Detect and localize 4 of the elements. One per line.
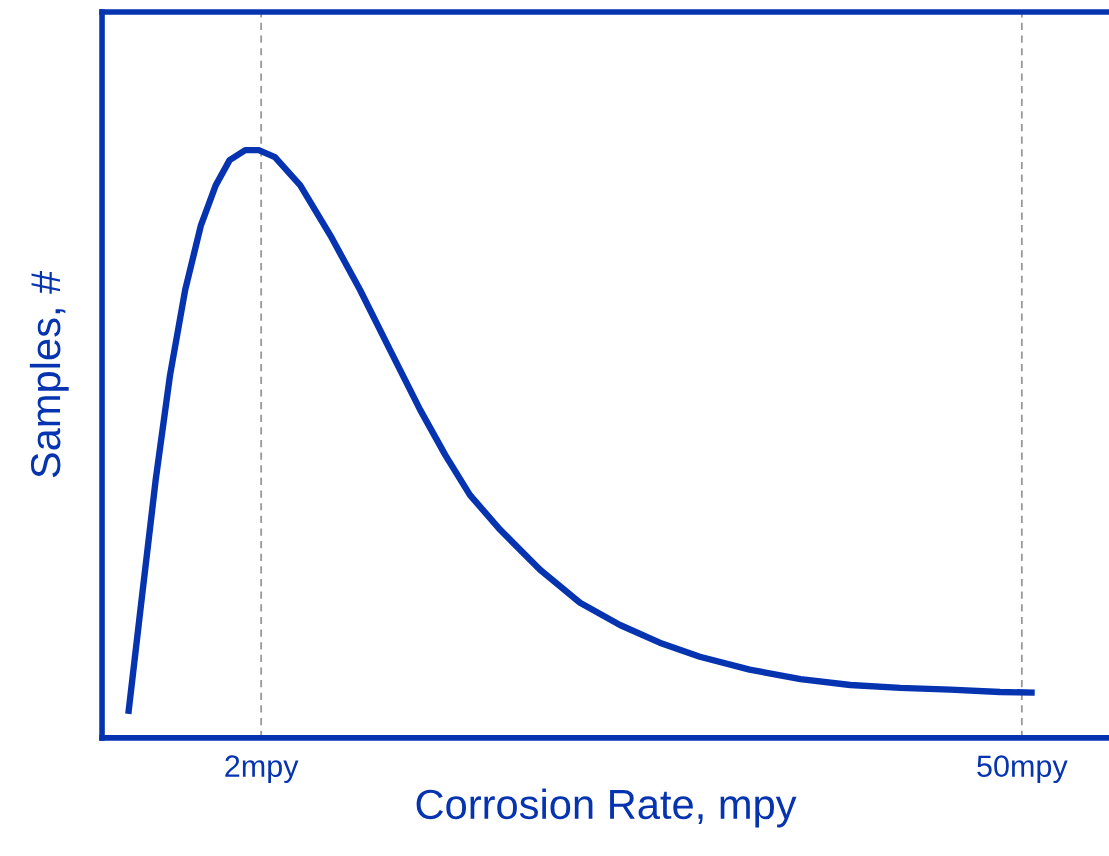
x-axis-title: Corrosion Rate, mpy: [416, 788, 797, 828]
x-tick-label: 2mpy: [225, 755, 299, 784]
x-tick-label: 50mpy: [977, 755, 1068, 784]
y-axis-title: Samples, #: [29, 270, 69, 478]
